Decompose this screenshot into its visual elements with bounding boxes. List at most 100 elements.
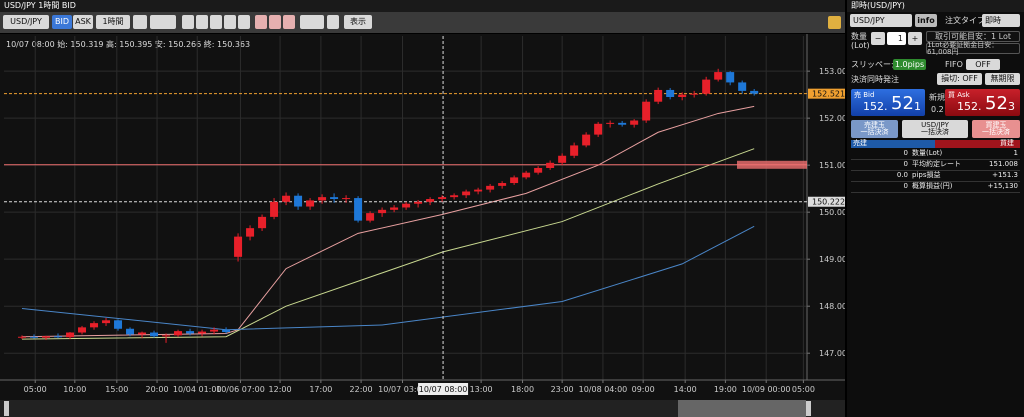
draw-button[interactable] (300, 15, 324, 29)
stop-loss-button[interactable]: 損切: OFF (937, 73, 982, 85)
candle-body (510, 177, 519, 184)
row-divider (851, 181, 1020, 182)
panel-title: 即時(USD/JPY) (851, 1, 905, 10)
slippage-value[interactable]: 1.0pips (893, 59, 926, 70)
candle-body (78, 327, 87, 333)
sell-header: 売建 (853, 139, 867, 147)
chart: 10/07 08:00 始: 150.319 高: 150.395 安: 150… (0, 34, 845, 417)
candle-body (138, 332, 147, 335)
x-tick-label: 18:00 (511, 385, 534, 394)
fifo-label: FIFO (945, 60, 963, 69)
crosshair-label: 10/07 08:00 (419, 385, 468, 394)
buy-value: +15,130 (987, 182, 1018, 190)
view-button[interactable]: 表示 (344, 15, 372, 29)
price-tag-label: 150.222 (812, 198, 845, 207)
symbol-select[interactable]: USD/JPY (850, 14, 912, 27)
close-buy-button[interactable]: 買建玉 一括決済 (972, 120, 1020, 138)
candle-body (498, 183, 507, 186)
sell-header-bg (851, 140, 935, 148)
label: 売建玉 (864, 121, 885, 129)
ask-button[interactable] (945, 89, 1020, 116)
ma-line (21, 148, 755, 340)
close-all-button[interactable]: USD/JPY 一括決済 (902, 120, 968, 138)
info-button[interactable]: info (915, 14, 937, 27)
candle-body (534, 167, 543, 173)
tool-button[interactable] (283, 15, 295, 29)
x-tick-label: 10/04 01:00 (173, 385, 222, 394)
candle-body (162, 335, 171, 337)
candle-body (546, 162, 555, 168)
candle-body (90, 323, 99, 328)
zoom-in[interactable] (182, 15, 194, 29)
x-tick-label: 23:00 (551, 385, 574, 394)
candle-body (714, 72, 723, 80)
label: 一括決済 (860, 128, 889, 136)
order-type-select[interactable]: 即時 (982, 14, 1020, 27)
candle-body (702, 79, 711, 94)
candle-body (354, 198, 363, 221)
ask-label: 買 Ask (948, 91, 970, 99)
bid-button[interactable]: BID (52, 15, 72, 29)
candle-body (450, 195, 459, 198)
quantity-input[interactable]: 1 (887, 32, 906, 45)
position-tag (737, 160, 807, 169)
candle-body (582, 134, 591, 146)
bid-button[interactable] (851, 89, 925, 116)
settings-button[interactable] (828, 16, 841, 29)
x-tick-label: 15:00 (105, 385, 128, 394)
fifo-toggle[interactable]: OFF (966, 59, 1000, 70)
bid-suffix: 1 (914, 100, 921, 113)
candle-body (570, 145, 579, 156)
candle-body (102, 320, 111, 324)
candle-body (174, 331, 183, 336)
tool-button[interactable] (269, 15, 281, 29)
zoom-out[interactable] (196, 15, 208, 29)
ask-big: 52 (985, 93, 1008, 114)
x-tick-label: 10/06 07:00 (216, 385, 265, 394)
minus-button[interactable]: − (871, 32, 885, 45)
candle-body (42, 336, 51, 338)
tool-button[interactable] (133, 15, 147, 29)
x-tick-label: 10:00 (63, 385, 86, 394)
x-tick-label: 13:00 (470, 385, 493, 394)
buy-value: 151.008 (989, 160, 1018, 168)
tool-button[interactable] (255, 15, 267, 29)
x-tick-label: 05:00 (24, 385, 47, 394)
tool-button[interactable] (210, 15, 222, 29)
x-tick-label: 14:00 (674, 385, 697, 394)
tool-button[interactable] (238, 15, 250, 29)
x-tick-label: 17:00 (309, 385, 332, 394)
price-tag (808, 88, 845, 99)
tool-button[interactable] (224, 15, 236, 29)
x-tick-label: 10/09 00:00 (742, 385, 791, 394)
navigator-handle (806, 401, 811, 416)
bid-prefix: 152. (863, 100, 888, 113)
tool-button[interactable] (327, 15, 339, 29)
candle-body (330, 197, 339, 200)
close-sell-button[interactable]: 売建玉 一括決済 (851, 120, 898, 138)
tradable-info: 取引可能目安：1 Lot (926, 31, 1020, 42)
symbol-select[interactable]: USD/JPY (3, 15, 49, 29)
chart-type-button[interactable] (150, 15, 176, 29)
candle-body (522, 172, 531, 178)
window-title: USD/JPY 1時間 BID (4, 1, 76, 10)
expiry-button[interactable]: 無期限 (985, 73, 1020, 85)
plus-button[interactable]: + (908, 32, 922, 45)
candle-body (690, 93, 699, 95)
candle-body (210, 329, 219, 332)
ask-button[interactable]: ASK (73, 15, 93, 29)
y-tick-label: 149.000 (819, 255, 845, 264)
label: USD/JPY (921, 121, 949, 129)
candle-body (738, 82, 747, 91)
candle-body (342, 198, 351, 200)
row-label: pips損益 (912, 171, 941, 179)
candle-body (234, 236, 243, 257)
candle-body (462, 191, 471, 196)
candle-body (258, 216, 267, 229)
interval-select[interactable]: 1時間 (96, 15, 130, 29)
label: 一括決済 (982, 128, 1010, 136)
navigator-handle (4, 401, 9, 416)
candle-body (66, 332, 75, 338)
quantity-unit: (Lot) (851, 41, 870, 50)
